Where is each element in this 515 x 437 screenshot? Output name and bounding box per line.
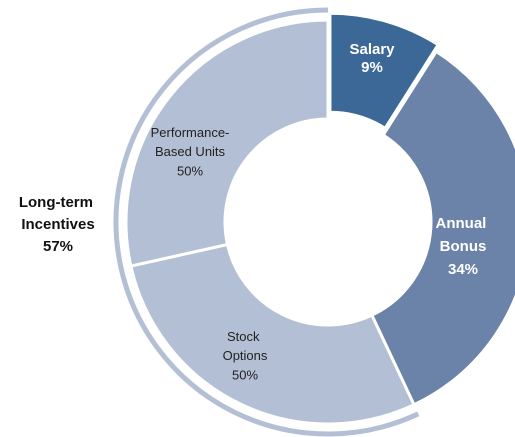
sub-slice [124, 18, 330, 268]
value-label: 9% [361, 59, 383, 76]
value-label: 57% [43, 238, 73, 255]
label: Long-term Incentives [19, 194, 97, 233]
value-label: 50% [177, 163, 203, 178]
label: Stock Options [223, 329, 268, 363]
value-label: 50% [232, 367, 258, 382]
label: Performance-Based Units [151, 125, 230, 159]
group-arc [113, 7, 420, 437]
label: Annual Bonus [436, 215, 491, 255]
sub-slice [129, 242, 417, 426]
slice [328, 11, 441, 131]
label: Salary [349, 41, 395, 58]
value-label: 34% [448, 261, 478, 278]
